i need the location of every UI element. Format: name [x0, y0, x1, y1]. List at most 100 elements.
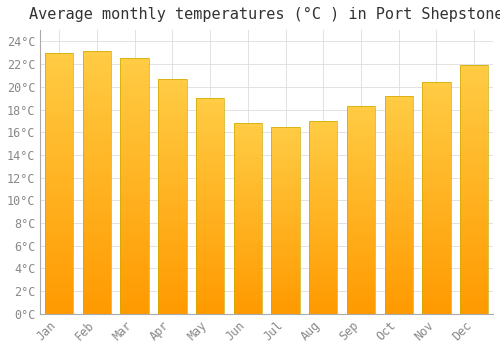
- Bar: [422, 226, 450, 231]
- Bar: [309, 267, 338, 272]
- Bar: [460, 239, 488, 244]
- Bar: [83, 224, 111, 230]
- Bar: [309, 125, 338, 128]
- Bar: [422, 194, 450, 198]
- Bar: [234, 176, 262, 180]
- Bar: [234, 184, 262, 188]
- Bar: [309, 167, 338, 171]
- Bar: [120, 293, 149, 299]
- Bar: [196, 292, 224, 297]
- Bar: [347, 185, 375, 189]
- Bar: [83, 219, 111, 224]
- Bar: [196, 210, 224, 215]
- Bar: [120, 217, 149, 222]
- Bar: [120, 212, 149, 217]
- Bar: [460, 274, 488, 279]
- Bar: [45, 183, 74, 189]
- Bar: [347, 285, 375, 289]
- Bar: [45, 230, 74, 236]
- Bar: [384, 126, 413, 131]
- Bar: [347, 168, 375, 173]
- Bar: [384, 100, 413, 105]
- Bar: [196, 288, 224, 292]
- Bar: [384, 222, 413, 227]
- Bar: [347, 197, 375, 202]
- Bar: [234, 249, 262, 253]
- Bar: [384, 144, 413, 148]
- Bar: [460, 140, 488, 145]
- Bar: [272, 130, 299, 134]
- Bar: [422, 217, 450, 221]
- Bar: [158, 206, 186, 210]
- Bar: [158, 131, 186, 135]
- Bar: [384, 135, 413, 140]
- Bar: [234, 123, 262, 314]
- Bar: [422, 124, 450, 128]
- Bar: [158, 286, 186, 290]
- Bar: [158, 163, 186, 168]
- Bar: [45, 225, 74, 230]
- Bar: [422, 82, 450, 87]
- Bar: [196, 245, 224, 249]
- Bar: [422, 128, 450, 133]
- Bar: [309, 132, 338, 137]
- Bar: [384, 122, 413, 126]
- Bar: [234, 264, 262, 268]
- Bar: [309, 175, 338, 179]
- Bar: [83, 156, 111, 161]
- Bar: [309, 287, 338, 291]
- Bar: [272, 265, 299, 269]
- Bar: [347, 268, 375, 272]
- Bar: [120, 89, 149, 94]
- Bar: [347, 127, 375, 131]
- Bar: [196, 172, 224, 176]
- Bar: [272, 239, 299, 243]
- Bar: [309, 121, 338, 125]
- Bar: [272, 243, 299, 246]
- Bar: [272, 292, 299, 295]
- Bar: [120, 181, 149, 186]
- Bar: [234, 165, 262, 169]
- Bar: [196, 150, 224, 154]
- Bar: [196, 271, 224, 275]
- Bar: [460, 259, 488, 264]
- Bar: [158, 154, 186, 159]
- Bar: [234, 169, 262, 173]
- Bar: [422, 240, 450, 244]
- Bar: [309, 136, 338, 140]
- Bar: [460, 175, 488, 180]
- Bar: [309, 171, 338, 175]
- Bar: [272, 168, 299, 172]
- Bar: [422, 119, 450, 124]
- Bar: [158, 182, 186, 187]
- Bar: [120, 64, 149, 69]
- Bar: [196, 279, 224, 284]
- Bar: [158, 168, 186, 173]
- Bar: [45, 136, 74, 141]
- Bar: [158, 145, 186, 149]
- Bar: [45, 241, 74, 246]
- Bar: [422, 96, 450, 101]
- Bar: [120, 222, 149, 227]
- Bar: [234, 215, 262, 218]
- Bar: [158, 173, 186, 177]
- Bar: [158, 135, 186, 140]
- Bar: [384, 240, 413, 244]
- Bar: [460, 105, 488, 110]
- Bar: [83, 209, 111, 214]
- Bar: [45, 100, 74, 105]
- Bar: [309, 217, 338, 221]
- Bar: [196, 236, 224, 240]
- Bar: [234, 245, 262, 249]
- Bar: [422, 92, 450, 96]
- Bar: [309, 148, 338, 152]
- Bar: [309, 187, 338, 190]
- Bar: [460, 70, 488, 75]
- Bar: [120, 263, 149, 268]
- Bar: [196, 228, 224, 232]
- Bar: [196, 219, 224, 223]
- Bar: [120, 176, 149, 181]
- Bar: [196, 206, 224, 210]
- Bar: [83, 293, 111, 298]
- Bar: [384, 118, 413, 122]
